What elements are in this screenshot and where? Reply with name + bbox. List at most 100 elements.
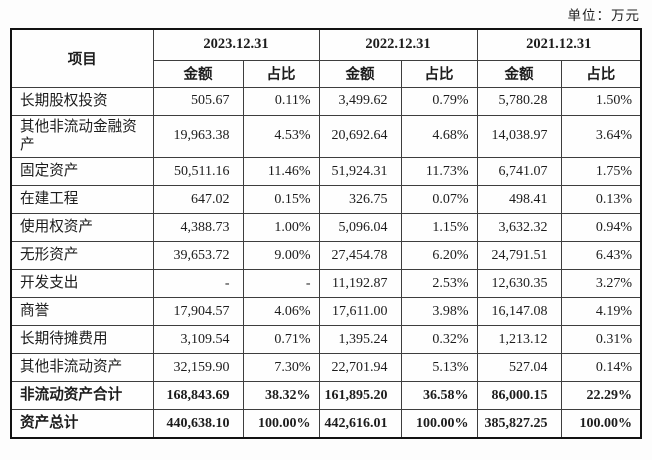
amount-cell: 5,096.04: [318, 213, 402, 243]
ratio-cell: 4.53%: [242, 114, 320, 159]
table-row-total: 资产总计 440,638.10 100.00% 442,616.01 100.0…: [10, 409, 642, 439]
row-item-label: 商誉: [10, 297, 154, 327]
row-item-label: 长期待摊费用: [10, 325, 154, 355]
row-item-label: 长期股权投资: [10, 86, 154, 116]
amount-cell: 3,109.54: [152, 325, 244, 355]
table-row: 其他非流动金融资产 19,963.38 4.53% 20,692.64 4.68…: [10, 114, 642, 159]
ratio-cell: 0.79%: [400, 86, 478, 116]
amount-cell: 505.67: [152, 86, 244, 116]
amount-cell: 3,632.32: [476, 213, 562, 243]
amount-cell: 14,038.97: [476, 114, 562, 159]
ratio-cell: 3.64%: [560, 114, 642, 159]
amount-cell: 1,395.24: [318, 325, 402, 355]
non-current-assets-table: 项目 2023.12.31 2022.12.31 2021.12.31 金额 占…: [10, 28, 642, 439]
ratio-cell: 4.06%: [242, 297, 320, 327]
amount-cell: 527.04: [476, 353, 562, 383]
amount-cell: 326.75: [318, 185, 402, 215]
amount-cell: 440,638.10: [152, 409, 244, 439]
table-row: 固定资产 50,511.16 11.46% 51,924.31 11.73% 6…: [10, 157, 642, 187]
ratio-cell: 0.71%: [242, 325, 320, 355]
row-item-label: 固定资产: [10, 157, 154, 187]
amount-cell: 50,511.16: [152, 157, 244, 187]
column-header-amount-2021: 金额: [476, 59, 562, 88]
amount-cell: 6,741.07: [476, 157, 562, 187]
column-header-ratio-2023: 占比: [242, 59, 320, 88]
table-row: 长期待摊费用 3,109.54 0.71% 1,395.24 0.32% 1,2…: [10, 325, 642, 355]
amount-cell: 19,963.38: [152, 114, 244, 159]
ratio-cell: 9.00%: [242, 241, 320, 271]
amount-cell: 32,159.90: [152, 353, 244, 383]
table-header-periods: 项目 2023.12.31 2022.12.31 2021.12.31: [10, 28, 642, 88]
ratio-cell: 0.31%: [560, 325, 642, 355]
ratio-cell: 22.29%: [560, 381, 642, 411]
amount-cell: 498.41: [476, 185, 562, 215]
table-row: 其他非流动资产 32,159.90 7.30% 22,701.94 5.13% …: [10, 353, 642, 383]
amount-cell: 5,780.28: [476, 86, 562, 116]
row-item-label: 非流动资产合计: [10, 381, 154, 411]
ratio-cell: 0.07%: [400, 185, 478, 215]
amount-cell: 16,147.08: [476, 297, 562, 327]
ratio-cell: 7.30%: [242, 353, 320, 383]
ratio-cell: 6.43%: [560, 241, 642, 271]
row-item-label: 其他非流动资产: [10, 353, 154, 383]
amount-cell: 168,843.69: [152, 381, 244, 411]
ratio-cell: 11.73%: [400, 157, 478, 187]
ratio-cell: 4.19%: [560, 297, 642, 327]
ratio-cell: 3.27%: [560, 269, 642, 299]
amount-cell: 22,701.94: [318, 353, 402, 383]
amount-cell: 161,895.20: [318, 381, 402, 411]
amount-cell: 86,000.15: [476, 381, 562, 411]
amount-cell: 17,611.00: [318, 297, 402, 327]
amount-cell: 4,388.73: [152, 213, 244, 243]
column-header-amount-2023: 金额: [152, 59, 244, 88]
row-item-label: 在建工程: [10, 185, 154, 215]
ratio-cell: 1.50%: [560, 86, 642, 116]
row-item-label: 其他非流动金融资产: [10, 114, 154, 159]
row-item-label: 无形资产: [10, 241, 154, 271]
ratio-cell: 1.15%: [400, 213, 478, 243]
ratio-cell: 0.14%: [560, 353, 642, 383]
ratio-cell: 36.58%: [400, 381, 478, 411]
table-header-measures: 金额 占比 金额 占比 金额 占比: [11, 59, 642, 88]
amount-cell: 39,653.72: [152, 241, 244, 271]
ratio-cell: 5.13%: [400, 353, 478, 383]
ratio-cell: 11.46%: [242, 157, 320, 187]
amount-cell: 24,791.51: [476, 241, 562, 271]
table-row-subtotal: 非流动资产合计 168,843.69 38.32% 161,895.20 36.…: [10, 381, 642, 411]
table-row: 在建工程 647.02 0.15% 326.75 0.07% 498.41 0.…: [10, 185, 642, 215]
table-row: 无形资产 39,653.72 9.00% 27,454.78 6.20% 24,…: [10, 241, 642, 271]
amount-cell: 442,616.01: [318, 409, 402, 439]
ratio-cell: 6.20%: [400, 241, 478, 271]
amount-cell: 20,692.64: [318, 114, 402, 159]
table-row: 长期股权投资 505.67 0.11% 3,499.62 0.79% 5,780…: [10, 86, 642, 116]
table-row: 商誉 17,904.57 4.06% 17,611.00 3.98% 16,14…: [10, 297, 642, 327]
amount-cell: 27,454.78: [318, 241, 402, 271]
row-item-label: 开发支出: [10, 269, 154, 299]
row-item-label: 资产总计: [10, 409, 154, 439]
ratio-cell: 4.68%: [400, 114, 478, 159]
amount-cell: 17,904.57: [152, 297, 244, 327]
column-header-ratio-2021: 占比: [560, 59, 642, 88]
ratio-cell: 0.32%: [400, 325, 478, 355]
ratio-cell: 3.98%: [400, 297, 478, 327]
amount-cell: 647.02: [152, 185, 244, 215]
row-item-label: 使用权资产: [10, 213, 154, 243]
ratio-cell: 0.94%: [560, 213, 642, 243]
ratio-cell: -: [242, 269, 320, 299]
ratio-cell: 100.00%: [242, 409, 320, 439]
table-row: 开发支出 - - 11,192.87 2.53% 12,630.35 3.27%: [10, 269, 642, 299]
ratio-cell: 0.15%: [242, 185, 320, 215]
amount-cell: 3,499.62: [318, 86, 402, 116]
ratio-cell: 1.00%: [242, 213, 320, 243]
period-header-2022: 2022.12.31: [318, 28, 478, 61]
ratio-cell: 1.75%: [560, 157, 642, 187]
period-header-2023: 2023.12.31: [152, 28, 320, 61]
unit-label: 单位：万元: [567, 8, 640, 23]
amount-cell: 385,827.25: [476, 409, 562, 439]
amount-cell: 12,630.35: [476, 269, 562, 299]
amount-cell: 11,192.87: [318, 269, 402, 299]
column-header-amount-2022: 金额: [318, 59, 402, 88]
amount-cell: 51,924.31: [318, 157, 402, 187]
ratio-cell: 100.00%: [400, 409, 478, 439]
